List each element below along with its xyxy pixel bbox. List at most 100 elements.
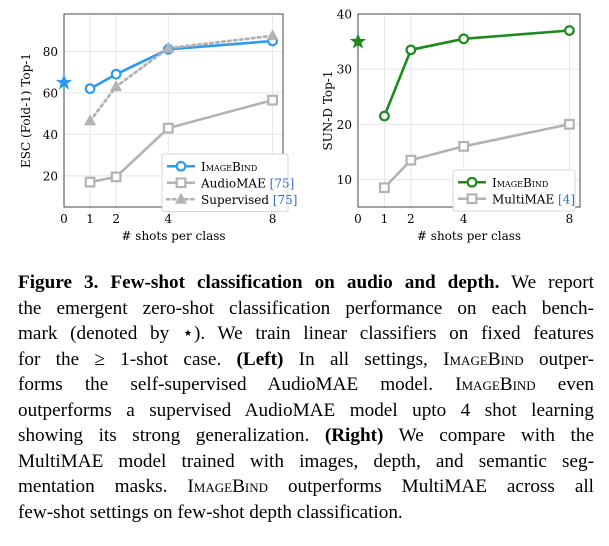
zero-shot-star-marker <box>55 73 73 90</box>
y-tick-label: 30 <box>337 63 352 77</box>
caption-text: even <box>535 374 594 395</box>
x-tick-label: 2 <box>407 212 415 226</box>
series-line <box>89 98 273 184</box>
data-point <box>162 41 175 53</box>
data-point <box>458 33 470 45</box>
caption-line: mark (denoted by ⋆). We train linear cla… <box>18 321 594 347</box>
legend-marker <box>175 177 187 189</box>
legend-marker <box>466 193 478 205</box>
series-line <box>383 123 570 189</box>
data-point <box>84 83 96 95</box>
legend-marker <box>466 176 478 188</box>
series-line <box>89 39 273 90</box>
caption-smallcaps-text: ImageBind <box>455 374 536 395</box>
legend-marker <box>175 160 187 172</box>
caption-bold-text: Figure 3. Few-shot classification on aud… <box>18 272 500 293</box>
caption-text: MultiMAE model trained with images, dept… <box>18 450 594 472</box>
data-point <box>405 154 417 166</box>
x-tick-label: 1 <box>381 212 389 226</box>
caption-text: mentation masks. <box>18 476 188 497</box>
data-point <box>564 25 575 36</box>
caption-line: the emergent zero-shot classification pe… <box>18 296 594 322</box>
data-point <box>405 44 417 56</box>
data-point <box>267 94 278 106</box>
data-point <box>379 110 390 122</box>
caption-text: outperforms MultiMAE across all <box>267 476 594 497</box>
legend-label: AudioMAE [75] <box>200 176 294 190</box>
legend-box <box>452 169 576 212</box>
figure-caption: Figure 3. Few-shot classification on aud… <box>18 270 594 525</box>
y-tick-label: 20 <box>43 169 58 183</box>
x-tick-label: 8 <box>566 212 574 226</box>
caption-line: forms the self-supervised AudioMAE model… <box>18 372 594 398</box>
x-axis-title: # shots per class <box>121 229 225 243</box>
y-axis-title: SUN-D Top-1 <box>321 71 335 151</box>
caption-text: for the ≥ 1-shot case. <box>18 348 237 370</box>
x-tick-label: 1 <box>86 212 94 226</box>
data-point <box>84 176 96 188</box>
y-tick-label: 60 <box>43 86 58 100</box>
data-point <box>379 182 390 194</box>
data-point <box>84 114 97 126</box>
y-tick-label: 80 <box>43 45 58 59</box>
x-tick-label: 0 <box>354 212 362 226</box>
data-point <box>266 29 279 41</box>
zero-shot-star-marker <box>349 32 367 49</box>
data-point <box>458 140 470 152</box>
caption-line: Figure 3. Few-shot classification on aud… <box>18 270 594 296</box>
chart-panel-left: 20 40 60 80 0 1 2 4 8 # shots per class ESC (Fold-… <box>19 13 297 243</box>
y-tick-label: 40 <box>337 8 352 22</box>
series-1 <box>379 118 575 194</box>
data-point <box>564 118 575 130</box>
y-axis-title: ESC (Fold-1) Top-1 <box>19 53 33 168</box>
data-point <box>110 171 122 183</box>
x-tick-label: 2 <box>112 212 120 226</box>
data-point <box>110 68 122 80</box>
x-tick-label: 8 <box>269 212 277 226</box>
caption-text: We compare with the <box>383 425 594 446</box>
legend-label: Supervised [75] <box>201 193 297 207</box>
caption-text: mark (denoted by ⋆). We train linear cla… <box>18 323 594 344</box>
caption-text: In all settings, <box>283 348 444 370</box>
series-1 <box>84 94 278 188</box>
x-tick-label: 0 <box>60 212 68 226</box>
data-point <box>110 80 123 92</box>
caption-text: the emergent zero-shot classification pe… <box>18 297 594 319</box>
caption-line: few-shot settings on few-shot depth clas… <box>18 500 594 526</box>
caption-text: forms the self-supervised AudioMAE model… <box>18 374 456 395</box>
caption-text: showing its strong generalization. <box>18 425 325 446</box>
caption-text: We report <box>499 272 594 293</box>
caption-line: for the ≥ 1-shot case. (Left) In all set… <box>18 347 594 373</box>
y-tick-label: 20 <box>337 118 352 132</box>
legend-label: ImageBind <box>201 160 257 174</box>
caption-line: showing its strong generalization. (Righ… <box>18 423 594 449</box>
y-tick-label: 40 <box>43 128 58 142</box>
caption-bold-text: (Left) <box>236 348 284 370</box>
x-tick-label: 4 <box>164 212 172 226</box>
series-line <box>88 34 275 123</box>
data-point <box>162 122 174 134</box>
series-2 <box>84 29 279 126</box>
x-axis-title: # shots per class <box>417 229 521 243</box>
series-line <box>383 29 570 117</box>
legend-label: ImageBind <box>492 176 548 190</box>
legend-label: MultiMAE [4] <box>492 192 575 206</box>
caption-line: outperforms a supervised AudioMAE model … <box>18 398 594 424</box>
legend: ImageBind MultiMAE [4] <box>452 169 576 212</box>
caption-text: outperforms a supervised AudioMAE model … <box>18 399 594 421</box>
caption-bold-text: (Right) <box>324 425 384 446</box>
series-0 <box>379 25 575 122</box>
caption-line: mentation masks. ImageBind outperforms M… <box>18 474 594 500</box>
legend: ImageBind AudioMAE [75] Supervised [75] <box>161 153 297 212</box>
caption-text: outper- <box>523 348 594 370</box>
caption-line: MultiMAE model trained with images, dept… <box>18 449 594 475</box>
caption-text: few-shot settings on few-shot depth clas… <box>18 501 403 523</box>
x-tick-label: 4 <box>460 212 468 226</box>
y-tick-label: 10 <box>337 173 352 187</box>
caption-smallcaps-text: ImageBind <box>187 476 268 497</box>
chart-panel-right: 10 20 30 40 0 1 2 4 8 # shots per class SUN-D Top-… <box>321 8 581 243</box>
caption-smallcaps-text: ImageBind <box>443 348 524 370</box>
legend-marker <box>174 192 188 204</box>
legend-box <box>161 153 289 212</box>
